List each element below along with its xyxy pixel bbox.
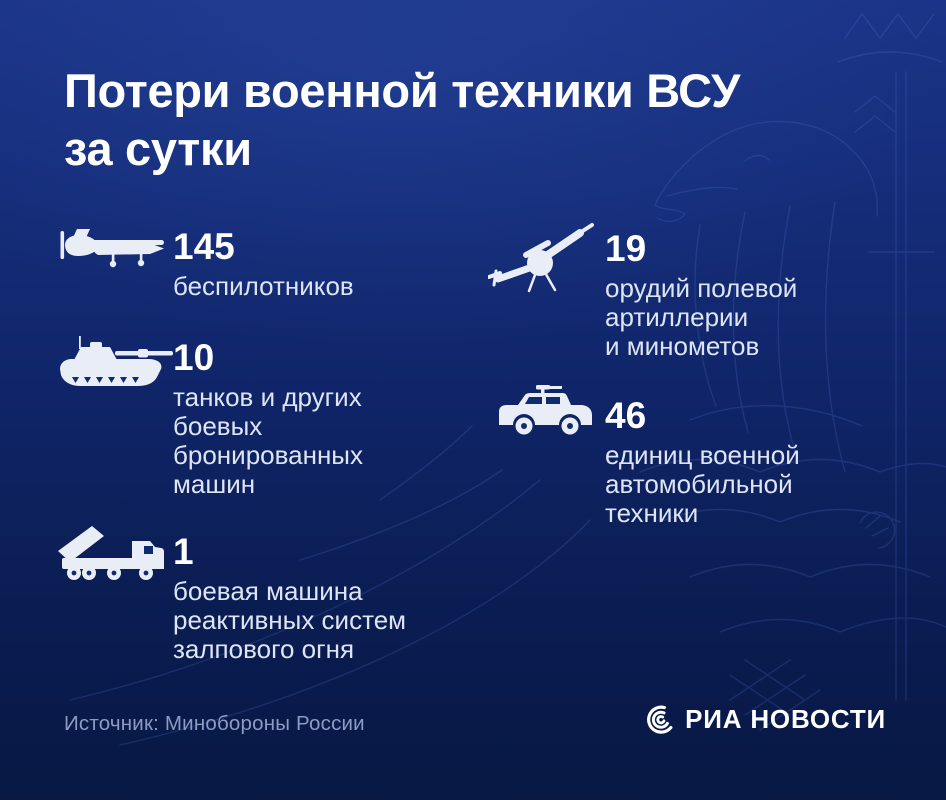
- drone-icon: [60, 228, 168, 273]
- page-title: Потери военной техники ВСУ за сутки: [64, 64, 741, 175]
- stat-drones-value: 145: [173, 226, 235, 267]
- field-artillery-icon: [487, 221, 594, 298]
- brand-wordmark: РИА НОВОСТИ: [685, 704, 886, 734]
- stat-vehicles: 46 единиц военной автомобильной техники: [605, 396, 946, 528]
- stat-mlrs: 1 боевая машина реактивных систем залпов…: [173, 532, 533, 664]
- stat-artillery-value: 19: [605, 228, 647, 269]
- stat-drones: 145 беспилотников: [173, 227, 533, 301]
- stat-tanks: 10 танков и других боевых бронированных …: [173, 338, 533, 499]
- mlrs-icon: [58, 525, 168, 590]
- ria-globe-icon: [645, 705, 675, 735]
- ria-novosti-logo: РИА НОВОСТИ: [645, 704, 886, 735]
- stat-drones-label: беспилотников: [173, 271, 354, 301]
- stat-mlrs-label: боевая машина реактивных систем залповог…: [173, 576, 407, 664]
- tank-icon: [60, 336, 176, 393]
- military-vehicle-icon: [496, 385, 596, 448]
- stat-vehicles-value: 46: [605, 395, 647, 436]
- stat-tanks-value: 10: [173, 337, 215, 378]
- stat-artillery-label: орудий полевой артиллерии и минометов: [605, 273, 798, 361]
- source-attribution: Источник: Минобороны России: [64, 712, 365, 735]
- stat-tanks-label: танков и других боевых бронированных маш…: [173, 382, 363, 499]
- stat-artillery: 19 орудий полевой артиллерии и минометов: [605, 229, 946, 361]
- stat-vehicles-label: единиц военной автомобильной техники: [605, 440, 800, 528]
- stat-mlrs-value: 1: [173, 531, 194, 572]
